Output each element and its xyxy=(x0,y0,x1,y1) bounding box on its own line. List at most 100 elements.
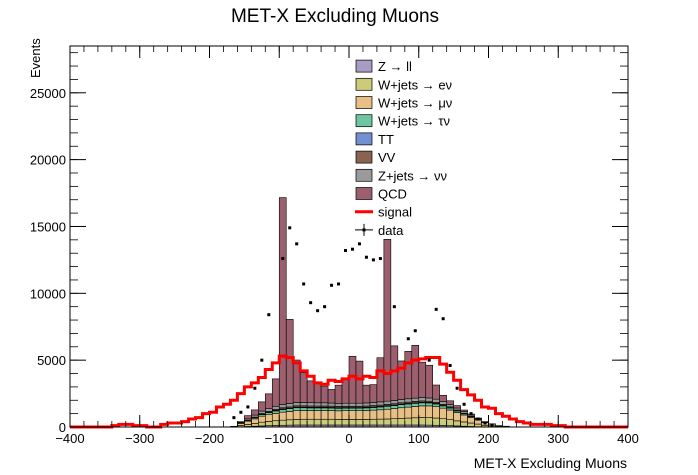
bar-w-jets xyxy=(278,409,287,413)
data-point xyxy=(483,421,487,425)
bar-w-jets-e xyxy=(418,417,427,426)
bar-w-jets-e xyxy=(355,419,364,426)
y-tick-label: 5000 xyxy=(37,353,66,368)
bar-qcd xyxy=(258,401,266,412)
bar-z-jets xyxy=(258,410,266,414)
bar-w-jets xyxy=(264,414,273,422)
bar-w-jets xyxy=(383,408,392,420)
bar-qcd xyxy=(411,345,420,399)
legend-swatch xyxy=(355,187,373,200)
bar-w-jets-e xyxy=(348,419,357,426)
legend-item: Z+jets → νν xyxy=(355,168,447,183)
data-point xyxy=(232,416,236,420)
x-tick-label: −400 xyxy=(55,431,84,446)
bar-z-jets xyxy=(439,401,447,405)
bar-w-jets-e xyxy=(341,419,350,426)
bar-w-jets xyxy=(320,410,329,420)
data-point xyxy=(281,257,285,261)
bar-qcd xyxy=(404,351,413,400)
bar-z-jets xyxy=(362,402,371,407)
bar-w-jets-e xyxy=(453,420,461,427)
bar-w-jets xyxy=(355,410,364,420)
bar-w-jets-e xyxy=(383,418,392,426)
bar-w-jets xyxy=(327,410,336,420)
bar-w-jets-e xyxy=(251,423,259,427)
y-tick-label: 20000 xyxy=(30,153,66,168)
data-point xyxy=(253,386,257,390)
bar-w-jets xyxy=(404,406,413,419)
bar-w-jets xyxy=(299,410,308,420)
bar-w-jets xyxy=(453,412,461,422)
bar-w-jets xyxy=(334,410,343,420)
data-point xyxy=(302,282,306,286)
bar-w-jets xyxy=(244,420,252,425)
bar-w-jets xyxy=(376,409,385,420)
x-tick-label: 400 xyxy=(617,431,639,446)
y-tick-label: 25000 xyxy=(30,86,66,101)
bar-w-jets-e xyxy=(258,421,266,427)
x-tick-label: 200 xyxy=(478,431,500,446)
bar-w-jets xyxy=(292,410,301,420)
bar-z-jets xyxy=(432,398,440,403)
bar-z-jets xyxy=(383,400,392,405)
data-point xyxy=(239,410,243,414)
data-point xyxy=(448,364,452,368)
bar-z-jets xyxy=(341,402,350,407)
bar-qcd xyxy=(334,384,343,404)
bar-z-jets xyxy=(348,402,357,407)
bar-w-jets xyxy=(362,407,371,411)
bar-w-jets-e xyxy=(411,417,420,426)
bar-w-jets xyxy=(467,417,475,424)
bar-qcd xyxy=(439,395,447,402)
bar-w-jets xyxy=(285,408,294,412)
data-point xyxy=(267,313,271,317)
bar-w-jets xyxy=(306,407,315,411)
bar-qcd xyxy=(320,385,329,404)
bar-w-jets-e xyxy=(439,418,447,426)
legend-item: W+jets → τν xyxy=(355,114,450,129)
data-point xyxy=(364,255,368,259)
data-point xyxy=(246,405,250,409)
plot-area xyxy=(70,197,628,429)
data-point xyxy=(413,329,417,333)
data-point xyxy=(295,242,299,246)
bar-w-jets-e xyxy=(460,421,468,427)
bar-w-jets xyxy=(355,407,364,411)
bar-z-jets xyxy=(251,414,259,418)
data-point xyxy=(330,283,334,287)
bar-z-jets xyxy=(376,401,385,406)
legend-swatch xyxy=(355,168,373,182)
bar-w-jets xyxy=(390,405,399,409)
legend-label: TT xyxy=(378,132,394,147)
bar-w-jets xyxy=(418,405,427,418)
bar-w-jets-e xyxy=(264,421,273,426)
data-point xyxy=(344,249,348,253)
bar-z-jets xyxy=(264,408,273,412)
bar-w-jets xyxy=(348,410,357,420)
data-point xyxy=(406,337,410,341)
bar-z-jets xyxy=(390,400,399,405)
data-point xyxy=(309,301,313,305)
bar-w-jets xyxy=(341,407,350,411)
bar-w-jets xyxy=(446,409,454,420)
legend-label: data xyxy=(378,223,404,238)
legend-swatch xyxy=(355,132,373,146)
legend-swatch xyxy=(355,114,373,128)
data-point xyxy=(476,417,480,421)
bar-qcd xyxy=(418,361,427,398)
bar-qcd xyxy=(446,400,454,405)
bar-w-jets-e xyxy=(369,418,378,426)
bar-qcd xyxy=(237,421,245,423)
legend-item: TT xyxy=(355,132,394,147)
bar-w-jets xyxy=(390,408,399,420)
bar-w-jets xyxy=(376,406,385,411)
bar-z-jets xyxy=(278,404,287,409)
legend: Z → ll W+jets → eν W+jets → μν W+jets → τν T… xyxy=(355,59,452,238)
bar-w-jets xyxy=(271,413,280,422)
data-point xyxy=(288,226,292,230)
chart-title: MET-X Excluding Muons xyxy=(231,6,439,27)
data-point xyxy=(357,242,361,246)
bar-w-jets xyxy=(411,406,420,419)
bar-z-jets xyxy=(425,397,434,402)
bar-w-jets xyxy=(495,424,503,427)
